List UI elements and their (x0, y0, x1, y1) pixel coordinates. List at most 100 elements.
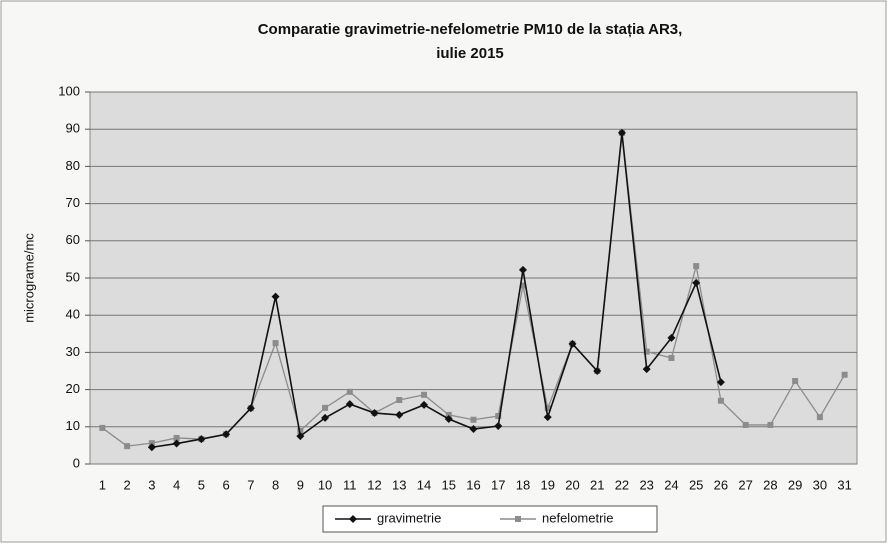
point (444, 414, 453, 423)
y-tick-label: 100 (58, 83, 80, 98)
x-tick-label: 20 (565, 477, 579, 492)
point (322, 404, 329, 411)
x-tick-label: 10 (318, 477, 332, 492)
y-tick-label: 60 (66, 232, 80, 247)
point (271, 292, 280, 301)
x-tick-label: 22 (615, 477, 629, 492)
point (172, 439, 181, 448)
x-tick-label: 29 (788, 477, 802, 492)
y-tick-label: 90 (66, 121, 80, 136)
x-tick-label: 23 (639, 477, 653, 492)
point (667, 333, 676, 342)
point (147, 443, 156, 452)
point (470, 416, 477, 423)
x-tick-label: 19 (540, 477, 554, 492)
x-tick-label: 6 (222, 477, 229, 492)
x-tick-label: 8 (272, 477, 279, 492)
point (617, 128, 626, 137)
y-axis-label: micrograme/mc (21, 233, 36, 323)
chart-title: Comparatie gravimetrie-nefelometrie PM10… (258, 21, 683, 38)
point (420, 400, 429, 409)
point (494, 422, 503, 431)
point (321, 413, 330, 422)
legend-label: gravimetrie (377, 510, 441, 525)
point (246, 404, 255, 413)
point (421, 391, 428, 398)
x-tick-label: 4 (173, 477, 180, 492)
series-line (151, 132, 722, 449)
point (792, 378, 799, 385)
y-tick-label: 0 (73, 455, 80, 470)
legend-marker (349, 515, 357, 523)
point (396, 397, 403, 404)
x-tick-label: 18 (516, 477, 530, 492)
point (693, 263, 700, 270)
x-tick-label: 16 (466, 477, 480, 492)
x-tick-label: 11 (343, 477, 357, 492)
point (297, 427, 304, 434)
point (816, 414, 823, 421)
point (124, 443, 131, 450)
point (543, 413, 552, 422)
point (222, 430, 231, 439)
legend-label: nefelometrie (542, 510, 614, 525)
point (346, 388, 353, 395)
point (692, 278, 701, 287)
x-tick-label: 2 (123, 477, 130, 492)
point (643, 348, 650, 355)
point (370, 409, 379, 418)
point (395, 410, 404, 419)
y-tick-label: 30 (66, 344, 80, 359)
x-tick-label: 1 (99, 477, 106, 492)
point (148, 440, 155, 447)
point (568, 339, 577, 348)
point (272, 340, 279, 347)
point (173, 434, 180, 441)
x-tick-label: 21 (590, 477, 604, 492)
point (495, 413, 502, 420)
x-tick-label: 9 (297, 477, 304, 492)
x-tick-label: 26 (714, 477, 728, 492)
x-tick-label: 17 (491, 477, 505, 492)
point (519, 282, 526, 289)
x-tick-label: 12 (367, 477, 381, 492)
point (445, 411, 452, 418)
x-tick-label: 28 (763, 477, 777, 492)
legend-marker (515, 516, 521, 522)
x-tick-label: 30 (813, 477, 827, 492)
y-tick-label: 70 (66, 195, 80, 210)
point (296, 432, 305, 441)
point (518, 265, 527, 274)
y-tick-label: 80 (66, 158, 80, 173)
x-tick-label: 3 (148, 477, 155, 492)
y-tick-label: 40 (66, 307, 80, 322)
point (544, 405, 551, 412)
legend (322, 505, 658, 533)
x-tick-label: 31 (837, 477, 851, 492)
x-tick-label: 13 (392, 477, 406, 492)
point (742, 421, 749, 428)
y-tick-label: 20 (66, 381, 80, 396)
x-tick-label: 27 (738, 477, 752, 492)
x-tick-label: 24 (664, 477, 678, 492)
point (717, 397, 724, 404)
point (469, 425, 478, 434)
point (642, 365, 651, 374)
y-tick-label: 50 (66, 269, 80, 284)
x-tick-label: 7 (247, 477, 254, 492)
point (668, 354, 675, 361)
x-tick-label: 25 (689, 477, 703, 492)
point (841, 371, 848, 378)
y-tick-label: 10 (66, 418, 80, 433)
point (197, 435, 206, 444)
point (767, 421, 774, 428)
chart-title: iulie 2015 (436, 45, 504, 62)
x-tick-label: 15 (442, 477, 456, 492)
point (99, 424, 106, 431)
point (593, 367, 602, 375)
point (345, 400, 354, 409)
point (716, 378, 725, 387)
x-tick-label: 5 (198, 477, 205, 492)
